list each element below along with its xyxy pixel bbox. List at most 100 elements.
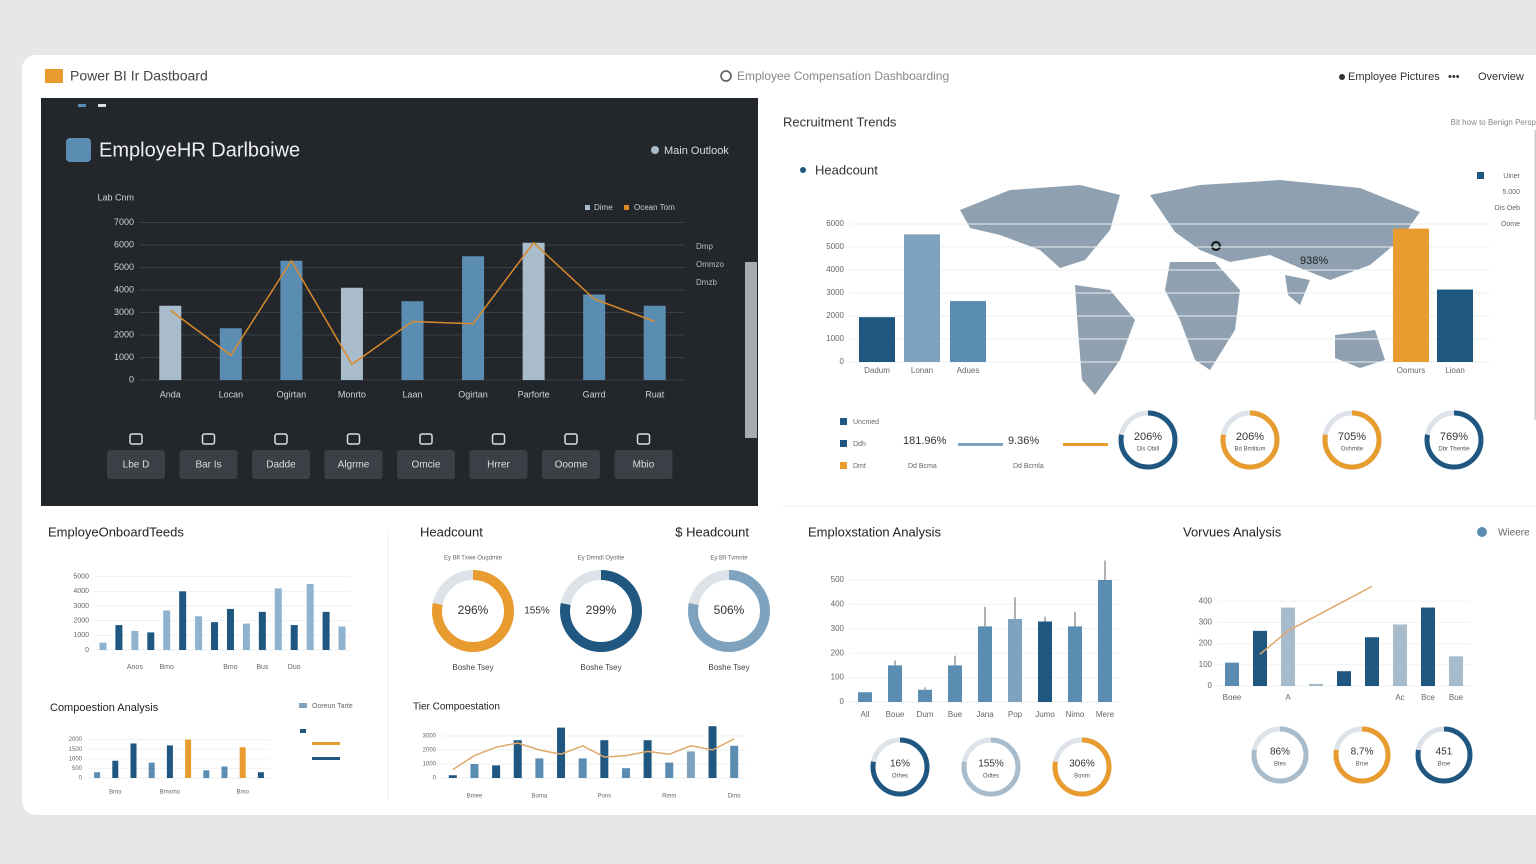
bar — [159, 305, 182, 380]
donut-arc — [961, 737, 1021, 797]
donut-value: 506% — [714, 603, 745, 617]
bar — [858, 692, 872, 702]
y-tick-label: 100 — [1199, 660, 1213, 669]
gauge-caption: Bd Bmtitum — [1234, 447, 1265, 453]
scrollbar[interactable] — [745, 262, 757, 438]
button-label[interactable]: Dadde — [266, 460, 296, 471]
y-tick-label: 2000 — [114, 329, 134, 339]
bar — [195, 616, 203, 650]
button-label[interactable]: Lbe D — [123, 460, 150, 471]
x-tick-label: Mere — [1096, 710, 1115, 719]
button-label[interactable]: Ooome — [555, 460, 588, 471]
legend-bar — [312, 757, 340, 760]
legend-label: Dime — [594, 203, 613, 212]
bar — [239, 747, 246, 778]
bar — [888, 665, 902, 702]
legend-label: Dis Oeb — [1495, 205, 1520, 212]
button-label[interactable]: Mbio — [633, 460, 655, 471]
y-tick-label: 2000 — [73, 618, 89, 625]
donut-value: 86% — [1270, 747, 1290, 758]
bar — [1038, 621, 1052, 702]
line — [169, 241, 655, 366]
donut-arc — [688, 570, 770, 652]
button[interactable] — [107, 450, 165, 479]
bar — [557, 727, 566, 778]
icon — [636, 433, 651, 445]
button[interactable] — [324, 450, 383, 479]
x-tick-label: Laan — [402, 389, 422, 399]
icon — [201, 433, 216, 445]
bar — [643, 740, 652, 778]
center-title: Employee Compensation Dashboarding — [737, 69, 949, 83]
kpi-value: 9.36% — [1008, 435, 1039, 447]
bar — [1253, 630, 1267, 686]
donut-value: 8.7% — [1351, 747, 1374, 758]
line — [1259, 585, 1373, 655]
bar — [131, 630, 139, 650]
nav-link[interactable]: Overview — [1478, 71, 1524, 83]
y-tick-label: 3000 — [826, 288, 844, 297]
y-tick-label: 500 — [72, 766, 83, 772]
button[interactable] — [542, 450, 600, 479]
y-tick-label: 5000 — [114, 262, 134, 272]
dark-legend: Main Outlook — [664, 145, 729, 157]
nav-link[interactable]: Employee Pictures — [1348, 71, 1440, 83]
bar — [94, 772, 101, 778]
x-tick-label: Bus — [256, 664, 269, 671]
y-tick-label: 2000 — [69, 737, 83, 743]
y-tick-label: 6000 — [114, 239, 134, 249]
x-tick-label: Boma — [532, 794, 548, 800]
bar — [708, 726, 717, 778]
y-tick-label: 0 — [840, 357, 845, 366]
gauge-arc — [1322, 410, 1382, 470]
y-tick-label: 1000 — [114, 352, 134, 362]
x-tick-label: Pop — [1008, 710, 1023, 719]
bar — [401, 301, 424, 380]
donut-caption: Boshe Tsey — [708, 663, 749, 672]
y-tick-label: 0 — [129, 374, 134, 384]
button[interactable] — [252, 450, 310, 479]
x-tick-label: A — [1285, 693, 1291, 702]
x-tick-label: All — [861, 710, 870, 719]
tab — [78, 104, 86, 107]
bar — [274, 588, 282, 650]
bar — [1068, 626, 1082, 702]
button-label[interactable]: Algrme — [338, 460, 370, 471]
y-tick-label: 0 — [79, 776, 83, 782]
bar — [242, 623, 250, 650]
donut-between: 155% — [524, 606, 550, 617]
button[interactable] — [179, 450, 238, 479]
tab — [98, 104, 106, 107]
bar — [470, 764, 479, 778]
x-tick-label: Bmo — [160, 664, 175, 671]
bar — [322, 611, 330, 650]
logo — [45, 69, 63, 83]
bar — [147, 632, 155, 650]
donut-caption: Broe — [1356, 762, 1369, 768]
button-label[interactable]: Hrrer — [487, 460, 510, 471]
side-label: Dmzb — [696, 278, 717, 287]
donut-value: 16% — [890, 759, 910, 770]
legend-label: Ocean Tom — [634, 203, 675, 212]
x-tick-label: Bce — [1421, 693, 1435, 702]
button[interactable] — [469, 450, 528, 479]
button-label[interactable]: Omcie — [412, 460, 441, 471]
button[interactable] — [614, 450, 673, 479]
bar — [258, 611, 266, 650]
more[interactable]: ••• — [1448, 71, 1460, 83]
y-tick-label: 5000 — [826, 242, 844, 251]
panel-note: Bit how to Benign Persp — [1451, 118, 1536, 127]
x-tick-label: Dmo — [728, 794, 741, 800]
bar — [99, 642, 107, 650]
button-label[interactable]: Bar Is — [195, 460, 221, 471]
x-tick-label: Boue — [886, 710, 905, 719]
y-tick-label: 300 — [1199, 618, 1213, 627]
legend-label: 5.000 — [1502, 189, 1520, 196]
y-tick-label: 4000 — [73, 588, 89, 595]
series-name: Headcount — [815, 162, 878, 177]
y-tick-label: 7000 — [114, 217, 134, 227]
button[interactable] — [397, 450, 455, 479]
panel-title: $ Headcount — [675, 524, 749, 539]
x-tick-label: Monrto — [338, 389, 366, 399]
gauge-caption: Dbr Thentie — [1438, 447, 1470, 453]
